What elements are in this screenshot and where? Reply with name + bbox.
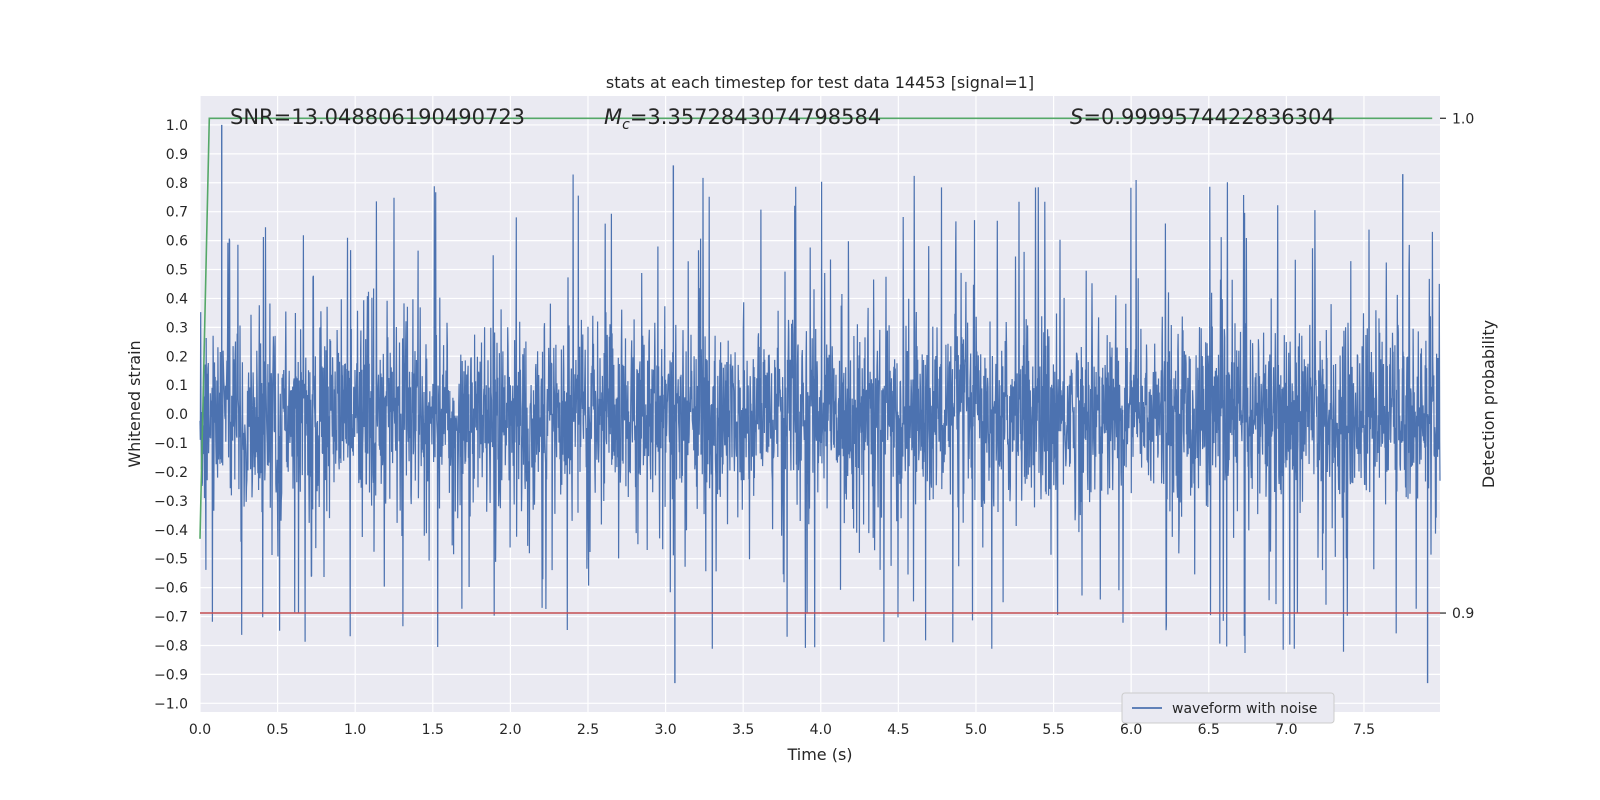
series-detection-probability [199,117,1433,539]
y-tick-label: 0.2 [166,349,188,365]
y-axis-right-label: Detection probability [1479,320,1498,488]
x-tick-label: 2.0 [499,722,521,738]
x-tick-label: 1.5 [422,722,444,738]
legend-box [1121,692,1335,724]
y-tick-label: 0.9 [166,147,188,163]
y-tick-label: 0.1 [166,378,188,394]
y-tick-label: 0.6 [166,234,188,250]
y-axis-label: Whitened strain [125,340,144,467]
y-tick-label: 0.3 [166,320,188,336]
y-tick-label: −0.9 [154,667,188,683]
chirp-mass-annotation: Mc=3.3572843074798584 [604,105,881,133]
x-tick-label: 3.0 [654,722,676,738]
score-annotation: S=0.9999574422836304 [1070,105,1335,129]
chirp-mass-symbol: M [604,105,622,129]
y-tick-label: −0.3 [154,494,188,510]
y-tick-label: −0.8 [154,638,188,654]
x-tick-label: 5.5 [1042,722,1064,738]
x-tick-label: 7.5 [1353,722,1375,738]
y-tick-label: 0.4 [166,291,188,307]
x-tick-label: 7.0 [1275,722,1297,738]
x-tick-label: 4.0 [810,722,832,738]
x-tick-label: 6.5 [1198,722,1220,738]
score-symbol: S [1070,105,1083,129]
chirp-mass-value: =3.3572843074798584 [630,105,881,129]
y-axis-ticks: 1.0 0.9 0.8 0.7 0.6 0.5 0.4 0.3 0.2 0.1 0.0 −0.1 −0.… [154,118,188,712]
x-tick-label: 0.5 [266,722,288,738]
y-tick-label: 0.0 [166,407,188,423]
series-layer [199,117,1441,684]
legend: waveform with noise [1121,692,1335,724]
x-tick-label: 5.0 [965,722,987,738]
chirp-mass-subscript: c [622,117,630,133]
y-axis-right-ticks: 1.0 0.9 [1440,111,1474,622]
y-right-tick-label: 1.0 [1452,111,1474,127]
grid [199,96,1440,712]
x-tick-label: 2.5 [577,722,599,738]
series-waveform-with-noise [199,174,1441,654]
y-tick-label: 0.8 [166,176,188,192]
y-tick-label: −0.6 [154,581,188,597]
x-tick-label: 1.0 [344,722,366,738]
y-tick-label: −0.1 [154,436,188,452]
x-tick-label: 0.0 [189,722,211,738]
y-tick-label: −0.5 [154,552,188,568]
x-axis-label: Time (s) [786,745,852,764]
y-tick-label: −0.2 [154,465,188,481]
score-value: =0.9999574422836304 [1083,105,1334,129]
y-tick-label: 0.5 [166,263,188,279]
y-tick-label: 0.7 [166,205,188,221]
x-tick-label: 3.5 [732,722,754,738]
y-tick-label: −0.7 [154,610,188,626]
y-tick-label: −1.0 [154,696,188,712]
x-tick-label: 4.5 [887,722,909,738]
x-tick-label: 6.0 [1120,722,1142,738]
x-axis-ticks: 0.0 0.5 1.0 1.5 2.0 2.5 3.0 3.5 4.0 4.5 5.0 5.5 6.0 6… [189,722,1375,738]
y-tick-label: −0.4 [154,523,188,539]
y-right-tick-label: 0.9 [1452,606,1474,622]
legend-label-waveform: waveform with noise [1172,701,1317,717]
y-tick-label: 1.0 [166,118,188,134]
chart-title: stats at each timestep for test data 144… [606,73,1034,92]
snr-annotation: SNR=13.048806190490723 [230,105,525,129]
